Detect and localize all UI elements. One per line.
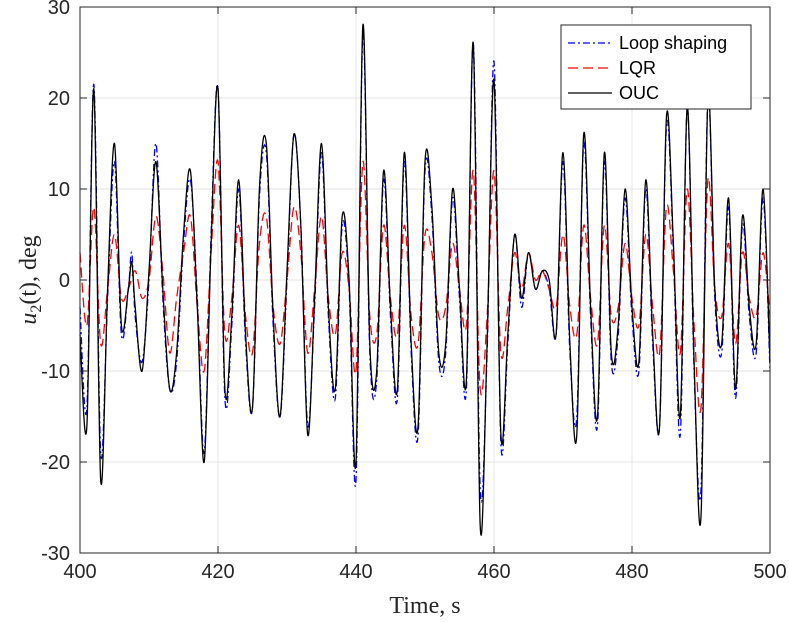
- x-tick-label: 500: [753, 561, 786, 583]
- y-axis-title-rest: (t), deg: [16, 235, 42, 304]
- y-tick-label: 20: [48, 88, 70, 110]
- y-tick-label: 30: [48, 0, 70, 19]
- y-tick-label: -20: [41, 452, 70, 474]
- x-tick-label: 460: [477, 561, 510, 583]
- y-axis-title: u2(t), deg: [16, 235, 45, 324]
- x-axis-title: Time, s: [389, 593, 460, 619]
- series-line-ouc: [79, 23, 771, 536]
- axis-ticks: [79, 6, 771, 554]
- legend-label-loop-shaping: Loop shaping: [619, 33, 727, 53]
- legend: Loop shaping LQR OUC: [560, 24, 752, 110]
- x-tick-label: 440: [339, 561, 372, 583]
- series-line-loop-shaping: [79, 32, 771, 503]
- x-tick-label: 400: [63, 561, 96, 583]
- y-tick-label: 0: [59, 270, 70, 292]
- y-tick-label: 10: [48, 179, 70, 201]
- legend-box: [560, 24, 752, 110]
- legend-label-ouc: OUC: [619, 83, 659, 103]
- x-tick-label: 480: [615, 561, 648, 583]
- y-tick-label: -30: [41, 543, 70, 565]
- y-axis-title-sub: 2: [28, 305, 45, 313]
- axis-tick-labels: 400 420 440 460 480 500 -30 -20 -10 0 10 20 30: [41, 0, 787, 583]
- series-layer: [79, 23, 771, 536]
- x-tick-label: 420: [201, 561, 234, 583]
- y-tick-label: -10: [41, 361, 70, 383]
- legend-label-lqr: LQR: [619, 58, 656, 78]
- y-axis-title-main: u: [16, 313, 42, 325]
